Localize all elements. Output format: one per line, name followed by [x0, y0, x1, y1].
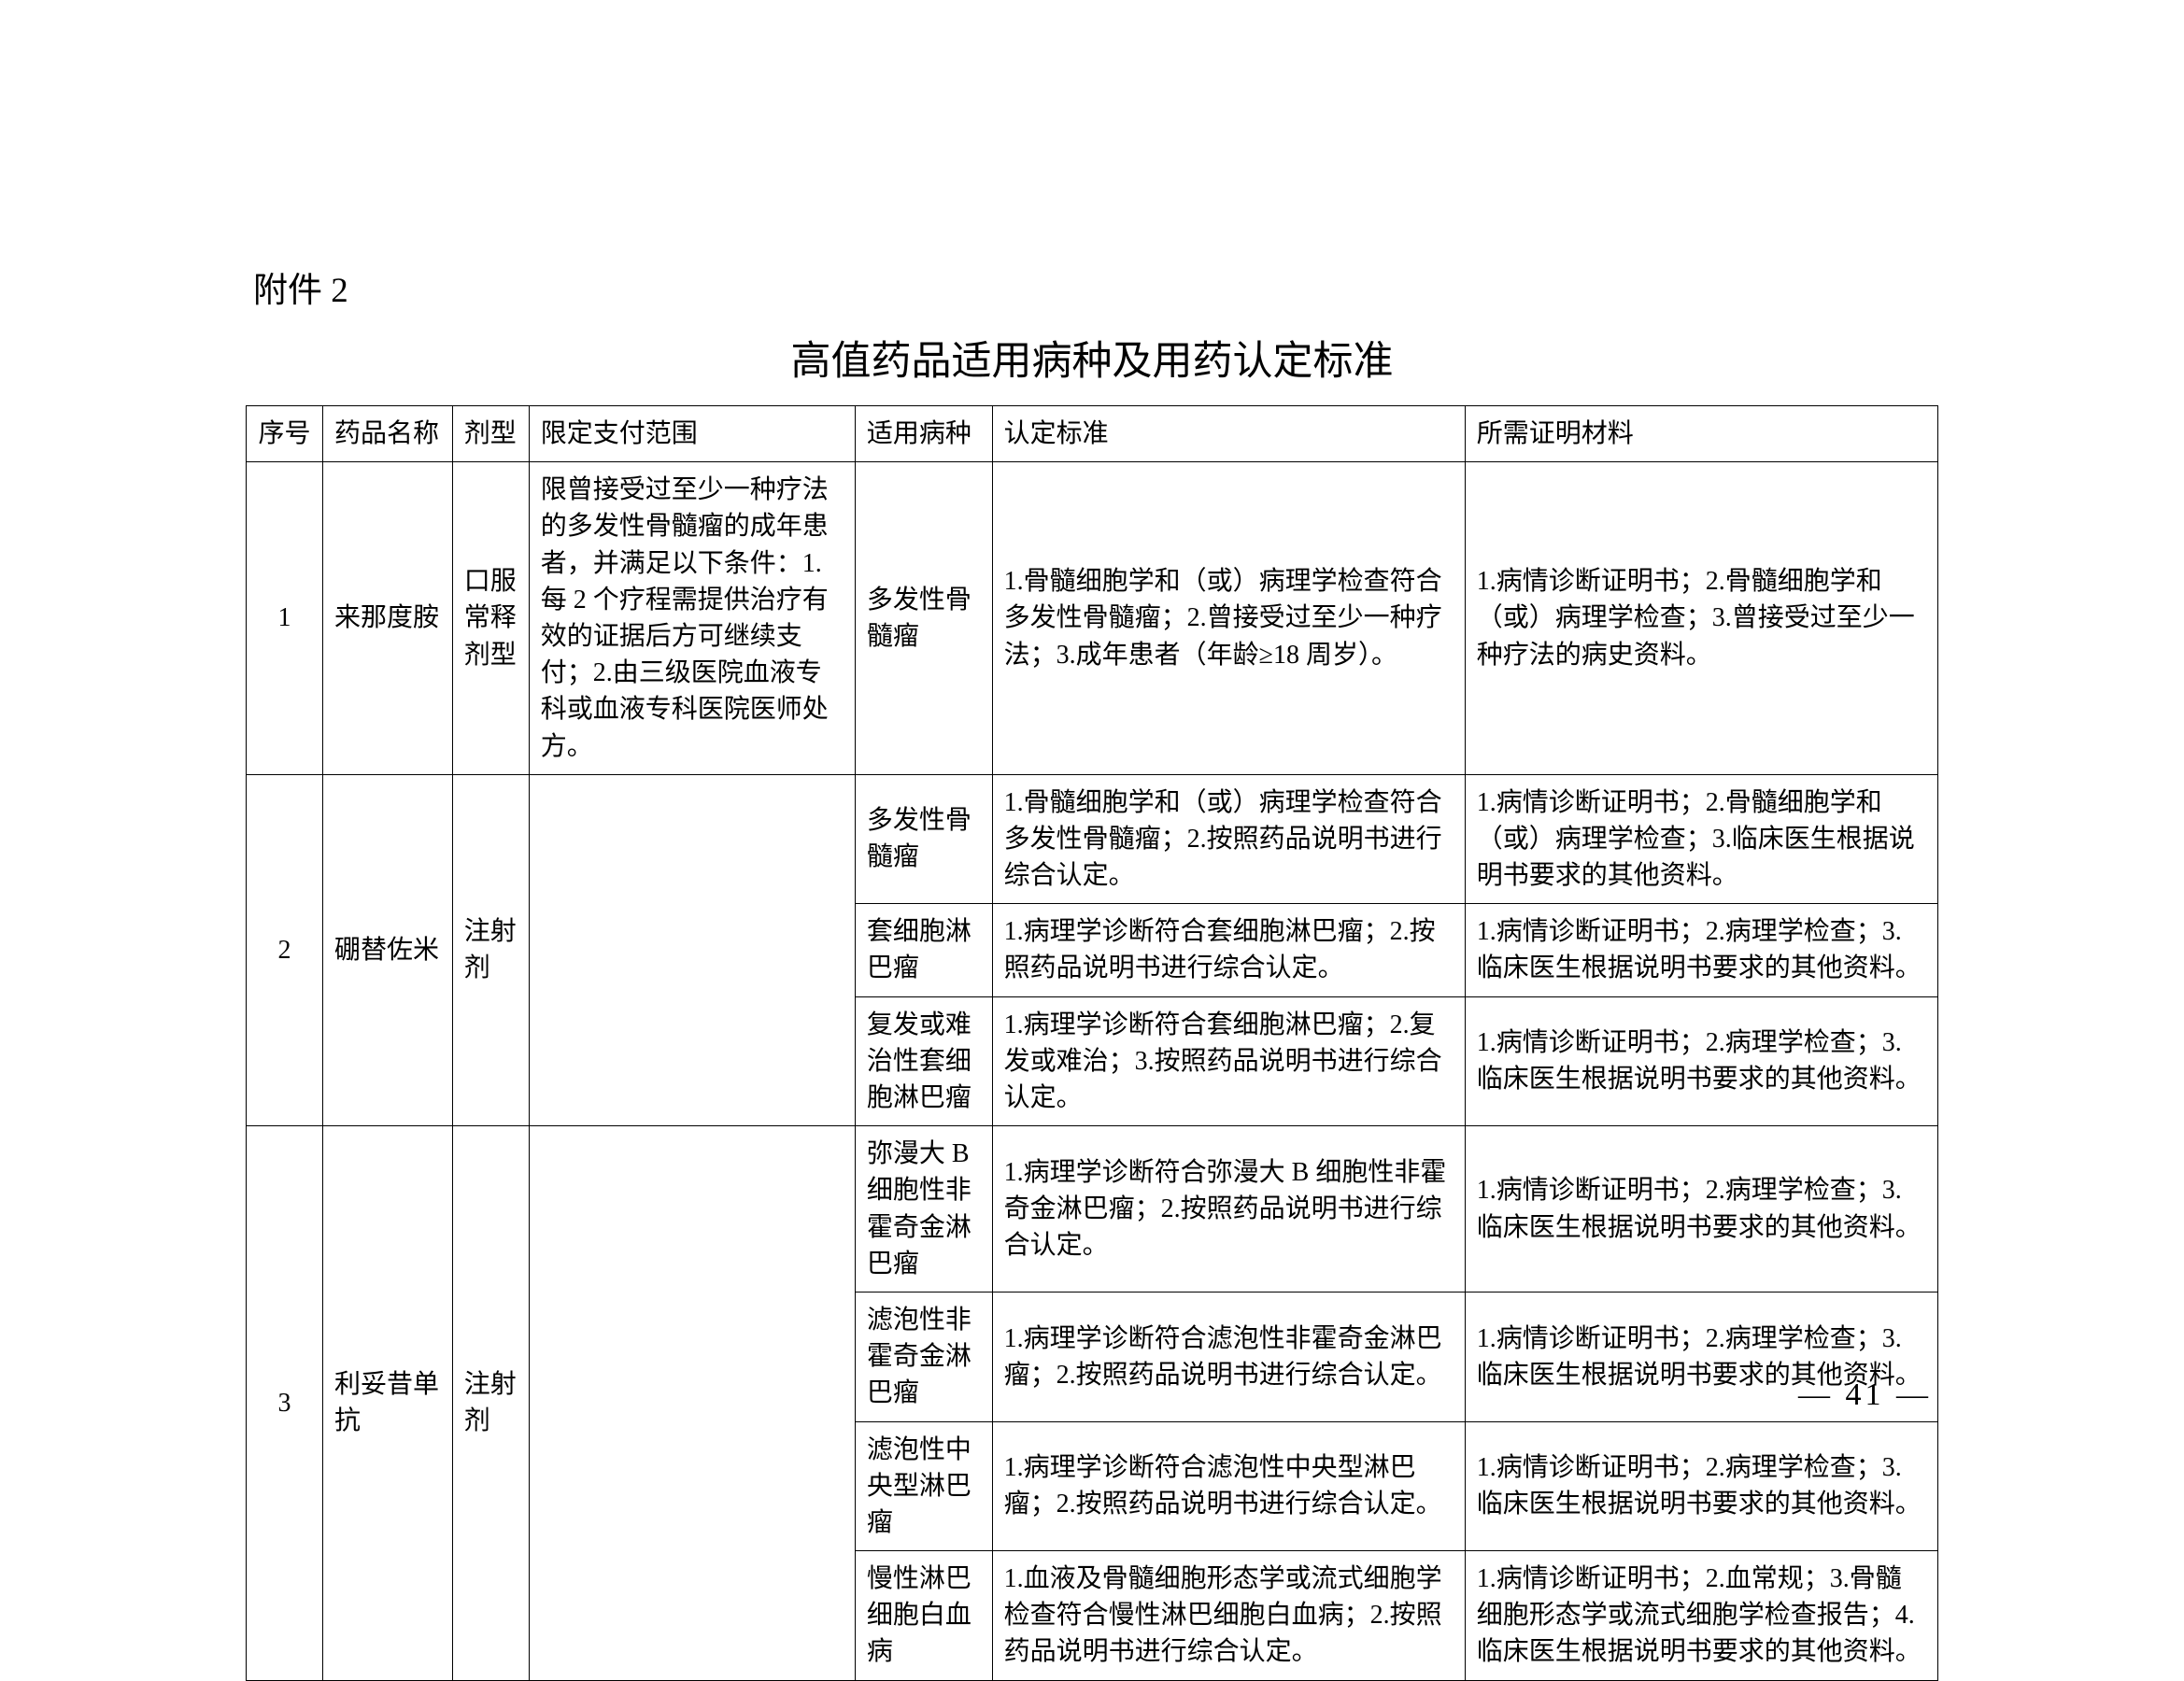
cell-standard: 1.骨髓细胞学和（或）病理学检查符合多发性骨髓瘤；2.曾接受过至少一种疗法；3.… — [992, 462, 1465, 775]
cell-seq: 2 — [247, 774, 323, 1126]
cell-disease: 复发或难治性套细胞淋巴瘤 — [855, 996, 992, 1126]
header-form: 剂型 — [452, 406, 529, 462]
cell-seq: 1 — [247, 462, 323, 775]
cell-scope: 限曾接受过至少一种疗法的多发性骨髓瘤的成年患者，并满足以下条件：1.每 2 个疗… — [529, 462, 855, 775]
cell-standard: 1.病理学诊断符合套细胞淋巴瘤；2.复发或难治；3.按照药品说明书进行综合认定。 — [992, 996, 1465, 1126]
table-header-row: 序号 药品名称 剂型 限定支付范围 适用病种 认定标准 所需证明材料 — [247, 406, 1938, 462]
cell-material: 1.病情诊断证明书；2.血常规；3.骨髓细胞形态学或流式细胞学检查报告；4.临床… — [1465, 1551, 1937, 1681]
page-number: — 41 — — [1798, 1377, 1932, 1413]
cell-standard: 1.病理学诊断符合滤泡性非霍奇金淋巴瘤；2.按照药品说明书进行综合认定。 — [992, 1292, 1465, 1421]
header-seq: 序号 — [247, 406, 323, 462]
header-material: 所需证明材料 — [1465, 406, 1937, 462]
cell-material: 1.病情诊断证明书；2.病理学检查；3.临床医生根据说明书要求的其他资料。 — [1465, 1126, 1937, 1293]
cell-material: 1.病情诊断证明书；2.病理学检查；3.临床医生根据说明书要求的其他资料。 — [1465, 904, 1937, 996]
cell-material: 1.病情诊断证明书；2.病理学检查；3.临床医生根据说明书要求的其他资料。 — [1465, 996, 1937, 1126]
table-body: 1 来那度胺 口服常释剂型 限曾接受过至少一种疗法的多发性骨髓瘤的成年患者，并满… — [247, 462, 1938, 1680]
cell-form: 注射剂 — [452, 774, 529, 1126]
cell-name: 来那度胺 — [323, 462, 453, 775]
cell-disease: 多发性骨髓瘤 — [855, 774, 992, 904]
cell-name: 硼替佐米 — [323, 774, 453, 1126]
cell-standard: 1.病理学诊断符合滤泡性中央型淋巴瘤；2.按照药品说明书进行综合认定。 — [992, 1421, 1465, 1551]
drug-table: 序号 药品名称 剂型 限定支付范围 适用病种 认定标准 所需证明材料 1 来那度… — [246, 405, 1938, 1681]
table-row: 1 来那度胺 口服常释剂型 限曾接受过至少一种疗法的多发性骨髓瘤的成年患者，并满… — [247, 462, 1938, 775]
cell-scope — [529, 774, 855, 1126]
cell-form: 口服常释剂型 — [452, 462, 529, 775]
cell-standard: 1.骨髓细胞学和（或）病理学检查符合多发性骨髓瘤；2.按照药品说明书进行综合认定… — [992, 774, 1465, 904]
page-title: 高值药品适用病种及用药认定标准 — [246, 329, 1938, 387]
cell-name: 利妥昔单抗 — [323, 1126, 453, 1680]
cell-disease: 滤泡性中央型淋巴瘤 — [855, 1421, 992, 1551]
cell-disease: 弥漫大 B 细胞性非霍奇金淋巴瘤 — [855, 1126, 992, 1293]
cell-material: 1.病情诊断证明书；2.病理学检查；3.临床医生根据说明书要求的其他资料。 — [1465, 1421, 1937, 1551]
cell-standard: 1.血液及骨髓细胞形态学或流式细胞学检查符合慢性淋巴细胞白血病；2.按照药品说明… — [992, 1551, 1465, 1681]
cell-disease: 套细胞淋巴瘤 — [855, 904, 992, 996]
cell-scope — [529, 1126, 855, 1680]
cell-material: 1.病情诊断证明书；2.骨髓细胞学和（或）病理学检查；3.临床医生根据说明书要求… — [1465, 774, 1937, 904]
header-disease: 适用病种 — [855, 406, 992, 462]
cell-disease: 多发性骨髓瘤 — [855, 462, 992, 775]
header-name: 药品名称 — [323, 406, 453, 462]
table-row: 2 硼替佐米 注射剂 多发性骨髓瘤 1.骨髓细胞学和（或）病理学检查符合多发性骨… — [247, 774, 1938, 904]
header-standard: 认定标准 — [992, 406, 1465, 462]
cell-disease: 慢性淋巴细胞白血病 — [855, 1551, 992, 1681]
cell-form: 注射剂 — [452, 1126, 529, 1680]
cell-standard: 1.病理学诊断符合弥漫大 B 细胞性非霍奇金淋巴瘤；2.按照药品说明书进行综合认… — [992, 1126, 1465, 1293]
cell-seq: 3 — [247, 1126, 323, 1680]
table-row: 3 利妥昔单抗 注射剂 弥漫大 B 细胞性非霍奇金淋巴瘤 1.病理学诊断符合弥漫… — [247, 1126, 1938, 1293]
attachment-label: 附件 2 — [253, 261, 1938, 312]
cell-material: 1.病情诊断证明书；2.骨髓细胞学和（或）病理学检查；3.曾接受过至少一种疗法的… — [1465, 462, 1937, 775]
header-scope: 限定支付范围 — [529, 406, 855, 462]
cell-disease: 滤泡性非霍奇金淋巴瘤 — [855, 1292, 992, 1421]
cell-standard: 1.病理学诊断符合套细胞淋巴瘤；2.按照药品说明书进行综合认定。 — [992, 904, 1465, 996]
